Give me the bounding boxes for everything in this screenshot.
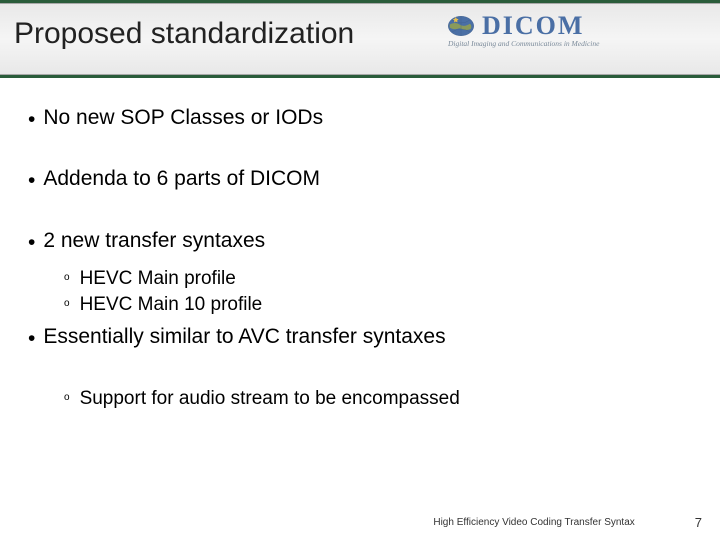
bullet-item: • 2 new transfer syntaxes [28,229,692,256]
bullet-item: • Addenda to 6 parts of DICOM [28,167,692,194]
sub-bullet-marker-icon: o [64,292,70,316]
slide-header: Proposed standardization DICOM Digital I… [0,0,720,78]
bullet-marker-icon: • [28,229,35,256]
sub-bullet-text: HEVC Main 10 profile [80,292,263,319]
bullet-text: No new SOP Classes or IODs [43,106,323,130]
bullet-text: Essentially similar to AVC transfer synt… [43,325,445,349]
globe-icon [446,14,476,38]
slide-title: Proposed standardization [14,17,354,51]
sub-bullet-text: Support for audio stream to be encompass… [80,386,460,413]
dicom-logo: DICOM Digital Imaging and Communications… [446,11,706,67]
slide-footer: High Efficiency Video Coding Transfer Sy… [0,515,720,530]
bullet-marker-icon: • [28,167,35,194]
sub-bullet-item: o Support for audio stream to be encompa… [64,386,692,413]
bullet-text: 2 new transfer syntaxes [43,229,265,253]
page-number: 7 [695,515,702,530]
sub-bullet-item: o HEVC Main 10 profile [64,292,692,319]
sub-bullet-text: HEVC Main profile [80,266,236,293]
bullet-text: Addenda to 6 parts of DICOM [43,167,320,191]
logo-tagline: Digital Imaging and Communications in Me… [448,39,706,48]
bullet-marker-icon: • [28,325,35,352]
footer-text: High Efficiency Video Coding Transfer Sy… [433,517,634,528]
sub-bullet-marker-icon: o [64,266,70,290]
bullet-item: • No new SOP Classes or IODs [28,106,692,133]
bullet-marker-icon: • [28,106,35,133]
logo-wordmark: DICOM [482,11,584,41]
sub-bullet-marker-icon: o [64,386,70,410]
bullet-item: • Essentially similar to AVC transfer sy… [28,325,692,352]
slide-content: • No new SOP Classes or IODs • Addenda t… [0,78,720,413]
sub-bullet-item: o HEVC Main profile [64,266,692,293]
